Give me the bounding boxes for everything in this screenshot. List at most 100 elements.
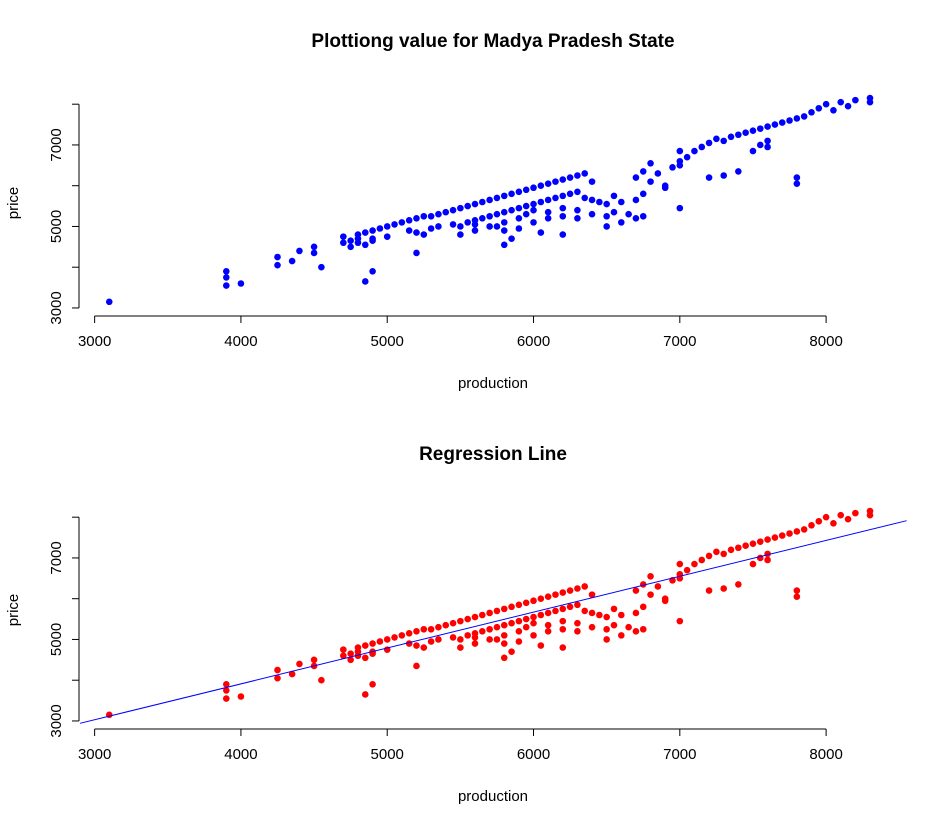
data-point	[361, 691, 369, 698]
data-point	[756, 141, 764, 149]
data-point	[274, 261, 281, 269]
data-point	[435, 623, 442, 631]
data-point	[647, 591, 654, 598]
data-point	[340, 646, 347, 653]
data-point	[464, 632, 471, 639]
data-point	[457, 223, 464, 230]
data-point	[786, 530, 793, 537]
data-point	[237, 693, 245, 700]
data-point	[742, 542, 749, 550]
data-point	[530, 206, 537, 214]
data-point	[420, 212, 428, 220]
data-point	[530, 632, 537, 639]
y-tick-label: 7000	[48, 128, 65, 161]
data-point	[530, 184, 537, 192]
data-point	[442, 208, 450, 216]
y-tick-label: 5000	[48, 210, 65, 243]
data-point	[764, 123, 771, 130]
x-tick-label: 6000	[517, 333, 550, 350]
data-point	[493, 636, 501, 643]
data-point	[274, 666, 281, 674]
data-point	[691, 560, 698, 568]
data-point	[449, 221, 457, 228]
data-point	[420, 231, 428, 238]
data-point	[405, 227, 413, 234]
data-point	[544, 621, 552, 629]
x-axis-label: production	[458, 375, 528, 392]
data-point	[698, 556, 706, 564]
data-point	[588, 210, 596, 218]
data-point	[720, 172, 728, 179]
data-point	[610, 605, 618, 613]
data-point	[588, 178, 596, 185]
data-point	[522, 599, 530, 607]
data-point	[705, 139, 713, 147]
x-tick-label: 3000	[78, 333, 111, 350]
data-point	[603, 613, 610, 621]
data-point	[786, 117, 793, 124]
data-point	[735, 581, 742, 588]
y-axis-label: price	[5, 187, 22, 220]
data-point	[530, 219, 537, 226]
data-point	[735, 168, 742, 175]
data-point	[749, 560, 757, 568]
data-point	[661, 595, 669, 602]
data-point	[705, 174, 713, 181]
data-point	[566, 174, 574, 181]
data-point	[296, 247, 303, 255]
x-tick-label: 4000	[224, 333, 257, 350]
data-point	[844, 515, 852, 523]
data-point	[625, 623, 632, 631]
data-point	[500, 654, 508, 662]
data-point	[676, 560, 684, 568]
data-point	[793, 115, 801, 122]
data-point	[508, 619, 515, 627]
data-point	[310, 249, 318, 257]
y-axis: 3000 5000 7000	[48, 103, 80, 325]
data-point	[471, 227, 479, 234]
data-point	[617, 198, 625, 206]
data-point	[676, 162, 684, 169]
data-point	[822, 513, 830, 521]
data-point	[442, 621, 450, 629]
y-tick-label: 3000	[48, 291, 65, 324]
data-point	[837, 98, 845, 106]
data-point	[347, 650, 354, 658]
scatter-panel-top: Plottiong value for Madya Pradesh State …	[5, 31, 874, 392]
data-point	[661, 182, 669, 189]
data-point	[822, 100, 830, 108]
data-point	[522, 210, 530, 218]
y-axis-label: price	[5, 594, 22, 627]
data-point	[449, 634, 457, 641]
data-point	[515, 638, 523, 645]
data-point	[500, 632, 508, 639]
data-point	[537, 198, 545, 206]
data-point	[800, 113, 808, 120]
data-point	[493, 194, 501, 202]
data-point	[713, 548, 720, 556]
data-point	[647, 159, 654, 167]
data-point	[676, 204, 684, 212]
data-point	[508, 648, 515, 655]
data-point	[391, 221, 398, 228]
data-point	[764, 137, 771, 145]
data-point	[427, 212, 435, 220]
x-axis-label: production	[458, 788, 528, 805]
data-point	[530, 200, 537, 208]
data-point	[625, 210, 632, 218]
data-point	[354, 239, 362, 247]
data-point	[354, 231, 362, 238]
data-point	[617, 632, 625, 639]
data-point	[405, 630, 413, 637]
x-tick-label: 3000	[78, 746, 111, 763]
data-point	[515, 188, 523, 196]
data-point	[793, 587, 801, 594]
data-point	[669, 164, 676, 171]
data-point	[222, 274, 230, 281]
data-point	[603, 625, 610, 633]
data-point	[457, 231, 464, 238]
data-point	[735, 131, 742, 139]
data-point	[222, 267, 230, 275]
data-point	[479, 611, 486, 619]
